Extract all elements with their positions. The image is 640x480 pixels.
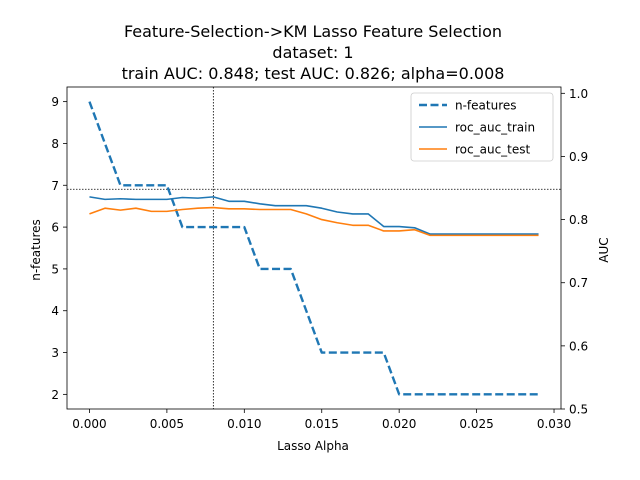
- y-right-tick-label: 0.9: [569, 150, 588, 164]
- legend-label-n-features: n-features: [455, 99, 517, 113]
- y-left-tick-label: 2: [51, 388, 59, 402]
- x-tick-label: 0.020: [382, 417, 416, 431]
- y-right-tick-label: 0.7: [569, 276, 588, 290]
- title-line-3: train AUC: 0.848; test AUC: 0.826; alpha…: [122, 64, 505, 83]
- series-line-n-features: [88, 101, 539, 396]
- x-axis-label: Lasso Alpha: [277, 439, 349, 453]
- series-line-roc_auc_train: [89, 196, 539, 235]
- legend-box: [410, 92, 554, 162]
- axes-frame: [66, 86, 562, 410]
- y-right-tick-label: 0.5: [569, 403, 588, 417]
- legend-label-roc_auc_train: roc_auc_train: [455, 121, 535, 135]
- legend-label-roc_auc_test: roc_auc_test: [455, 143, 531, 157]
- x-tick-label: 0.005: [150, 417, 184, 431]
- y-right-tick-label: 0.6: [569, 339, 588, 353]
- x-tick-label: 0.000: [72, 417, 106, 431]
- y-axis-right-label: AUC: [597, 237, 611, 262]
- legend: n-features roc_auc_train roc_auc_test: [410, 92, 554, 162]
- y-left-tick-label: 3: [51, 346, 59, 360]
- x-tick-label: 0.010: [227, 417, 261, 431]
- axes: 0.000 0.005 0.010 0.015 0.020 0.025 0.030 2 3 4 5 6…: [51, 86, 588, 431]
- y-axis-left-label: n-features: [29, 219, 43, 281]
- y-left-tick-label: 6: [51, 221, 59, 235]
- series-line-roc_auc_test: [89, 206, 539, 237]
- title-line-2: dataset: 1: [272, 43, 353, 62]
- y-right-tick-label: 1.0: [569, 87, 588, 101]
- y-left-tick-label: 4: [51, 304, 59, 318]
- x-tick-label: 0.030: [537, 417, 571, 431]
- y-right-tick-label: 0.8: [569, 213, 588, 227]
- x-tick-label: 0.015: [305, 417, 339, 431]
- y-left-tick-label: 5: [51, 262, 59, 276]
- y-left-tick-label: 8: [51, 137, 59, 151]
- x-tick-label: 0.025: [459, 417, 493, 431]
- plot-area: [67, 87, 561, 409]
- y-left-tick-label: 9: [51, 95, 59, 109]
- title-line-1: Feature-Selection->KM Lasso Feature Sele…: [124, 22, 502, 41]
- y-left-tick-label: 7: [51, 179, 59, 193]
- chart-title: Feature-Selection->KM Lasso Feature Sele…: [122, 22, 505, 83]
